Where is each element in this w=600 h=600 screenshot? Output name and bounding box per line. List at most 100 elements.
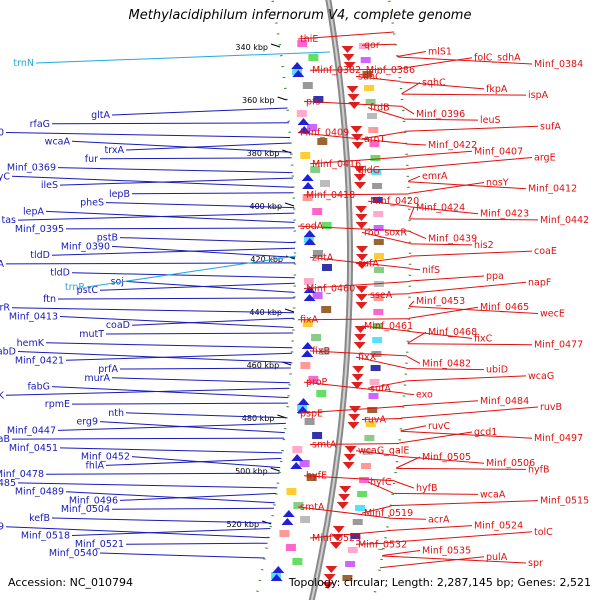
- feature-block: [302, 320, 313, 327]
- gene-label-leader: [125, 280, 295, 293]
- reverse-gene-label: Minf_0413: [9, 312, 58, 323]
- forward-gene-label: Minf_0418: [306, 190, 355, 201]
- forward-gene-label: Minf_0497: [534, 433, 583, 444]
- gene-label-leader: [399, 431, 473, 444]
- gene-label-leader: [384, 531, 533, 544]
- forward-cds-arrow: [344, 446, 357, 453]
- forward-gene-label: hyfC: [370, 477, 392, 488]
- gene-label-leader: [401, 82, 421, 95]
- feature-block: [286, 488, 297, 495]
- feature-block: [299, 460, 310, 467]
- forward-gene-label: Minf_0412: [528, 184, 577, 195]
- gene-label-leader: [409, 243, 473, 246]
- reverse-gene-label: lepA: [23, 206, 45, 217]
- rna-gene-label: trnR: [65, 282, 85, 293]
- reverse-gene-label: hemK: [17, 338, 45, 349]
- gene-label-leader: [367, 380, 406, 389]
- forward-cds-arrow: [351, 134, 364, 141]
- gene-label-leader: [386, 525, 473, 532]
- forward-gene-label: sufA: [540, 121, 561, 132]
- gene-label-leader: [355, 356, 407, 369]
- forward-gene-label: fixX: [358, 352, 377, 363]
- feature-block: [372, 197, 383, 203]
- forward-gene-label: smtA: [300, 502, 325, 513]
- gene-label-leader: [367, 481, 394, 494]
- reverse-gene-label: prfA: [98, 364, 118, 375]
- forward-gene-label: Minf_0465: [480, 302, 529, 313]
- gene-label-leader: [51, 247, 296, 256]
- feature-block: [369, 141, 380, 147]
- reverse-gene-label: kefB: [29, 513, 50, 524]
- forward-cds-arrow: [339, 486, 352, 493]
- reverse-gene-label: ileS: [41, 180, 58, 191]
- forward-cds-arrow: [323, 574, 336, 581]
- feature-block: [321, 306, 332, 313]
- forward-gene-label: Minf_0396: [416, 109, 465, 120]
- reverse-gene-label: Minf_0540: [49, 548, 98, 559]
- gene-label-leader: [408, 306, 479, 319]
- gene-label-leader: [11, 307, 295, 314]
- forward-gene-label: proP: [306, 377, 328, 388]
- reverse-cds-arrow: [270, 574, 283, 581]
- forward-cds-arrow: [356, 246, 368, 253]
- forward-cds-arrow: [355, 214, 368, 221]
- gene-label-leader: [388, 517, 427, 520]
- feature-block: [358, 43, 369, 49]
- gene-label-leader: [361, 131, 406, 140]
- reverse-gene-label: mutT: [79, 329, 104, 340]
- forward-gene-label: pulA: [486, 552, 508, 563]
- feature-block: [350, 533, 361, 539]
- reverse-gene-label: Minf_0395: [15, 224, 64, 235]
- gene-label-leader: [409, 306, 539, 314]
- gene-label-leader: [99, 552, 265, 559]
- feature-block: [307, 124, 318, 131]
- gene-label-leader: [125, 142, 291, 151]
- feature-block: [279, 530, 290, 537]
- gene-label-leader: [309, 68, 399, 71]
- feature-block: [370, 365, 381, 371]
- forward-gene-label: fixC: [474, 333, 493, 344]
- forward-cds-arrow: [354, 182, 367, 189]
- feature-block: [304, 418, 315, 425]
- forward-cds-arrow: [355, 206, 368, 213]
- feature-block: [355, 505, 365, 511]
- reverse-gene-label: Minf_0489: [15, 487, 64, 498]
- gene-label-leader: [297, 318, 409, 321]
- reverse-gene-label: miaB: [0, 434, 10, 445]
- gene-label-leader: [403, 400, 479, 407]
- gene-label-leader: [367, 107, 405, 120]
- feature-block: [297, 40, 308, 47]
- gene-label-leader: [408, 330, 473, 339]
- forward-gene-label: coaE: [534, 246, 557, 257]
- gene-label-leader: [71, 402, 288, 405]
- gene-label-leader: [355, 168, 408, 171]
- feature-block: [312, 432, 323, 439]
- forward-cds-arrow: [332, 526, 345, 533]
- gene-label-leader: [400, 425, 427, 432]
- gene-label-leader: [297, 132, 406, 145]
- forward-gene-label: Minf_0482: [422, 358, 471, 369]
- forward-gene-label: Minf_0468: [428, 327, 477, 338]
- gene-label-leader: [303, 381, 405, 394]
- reverse-gene-label: gltA: [91, 110, 110, 121]
- forward-gene-label: wcaA: [480, 489, 506, 500]
- reverse-gene-label: Minf_0360: [0, 128, 4, 139]
- forward-gene-label: argE: [534, 153, 556, 164]
- gene-label-leader: [131, 317, 294, 326]
- feature-block: [342, 575, 353, 581]
- gene-label-leader: [398, 57, 473, 70]
- gene-label-leader: [355, 75, 401, 82]
- forward-gene-label: Minf_0484: [480, 396, 529, 407]
- gene-label-leader: [409, 206, 479, 215]
- forward-gene-label: fkpA: [486, 84, 508, 95]
- forward-gene-label: Minf_0529: [312, 533, 361, 544]
- reverse-cds-arrow: [291, 62, 304, 69]
- feature-block: [372, 323, 383, 329]
- gene-label-leader: [57, 167, 293, 174]
- forward-gene-label: Minf_0532: [358, 539, 407, 550]
- forward-cds-arrow: [341, 46, 354, 53]
- gene-label-leader: [355, 256, 411, 265]
- gene-label-leader: [401, 93, 527, 96]
- gene-label-leader: [111, 507, 274, 510]
- gene-label-leader: [17, 351, 292, 363]
